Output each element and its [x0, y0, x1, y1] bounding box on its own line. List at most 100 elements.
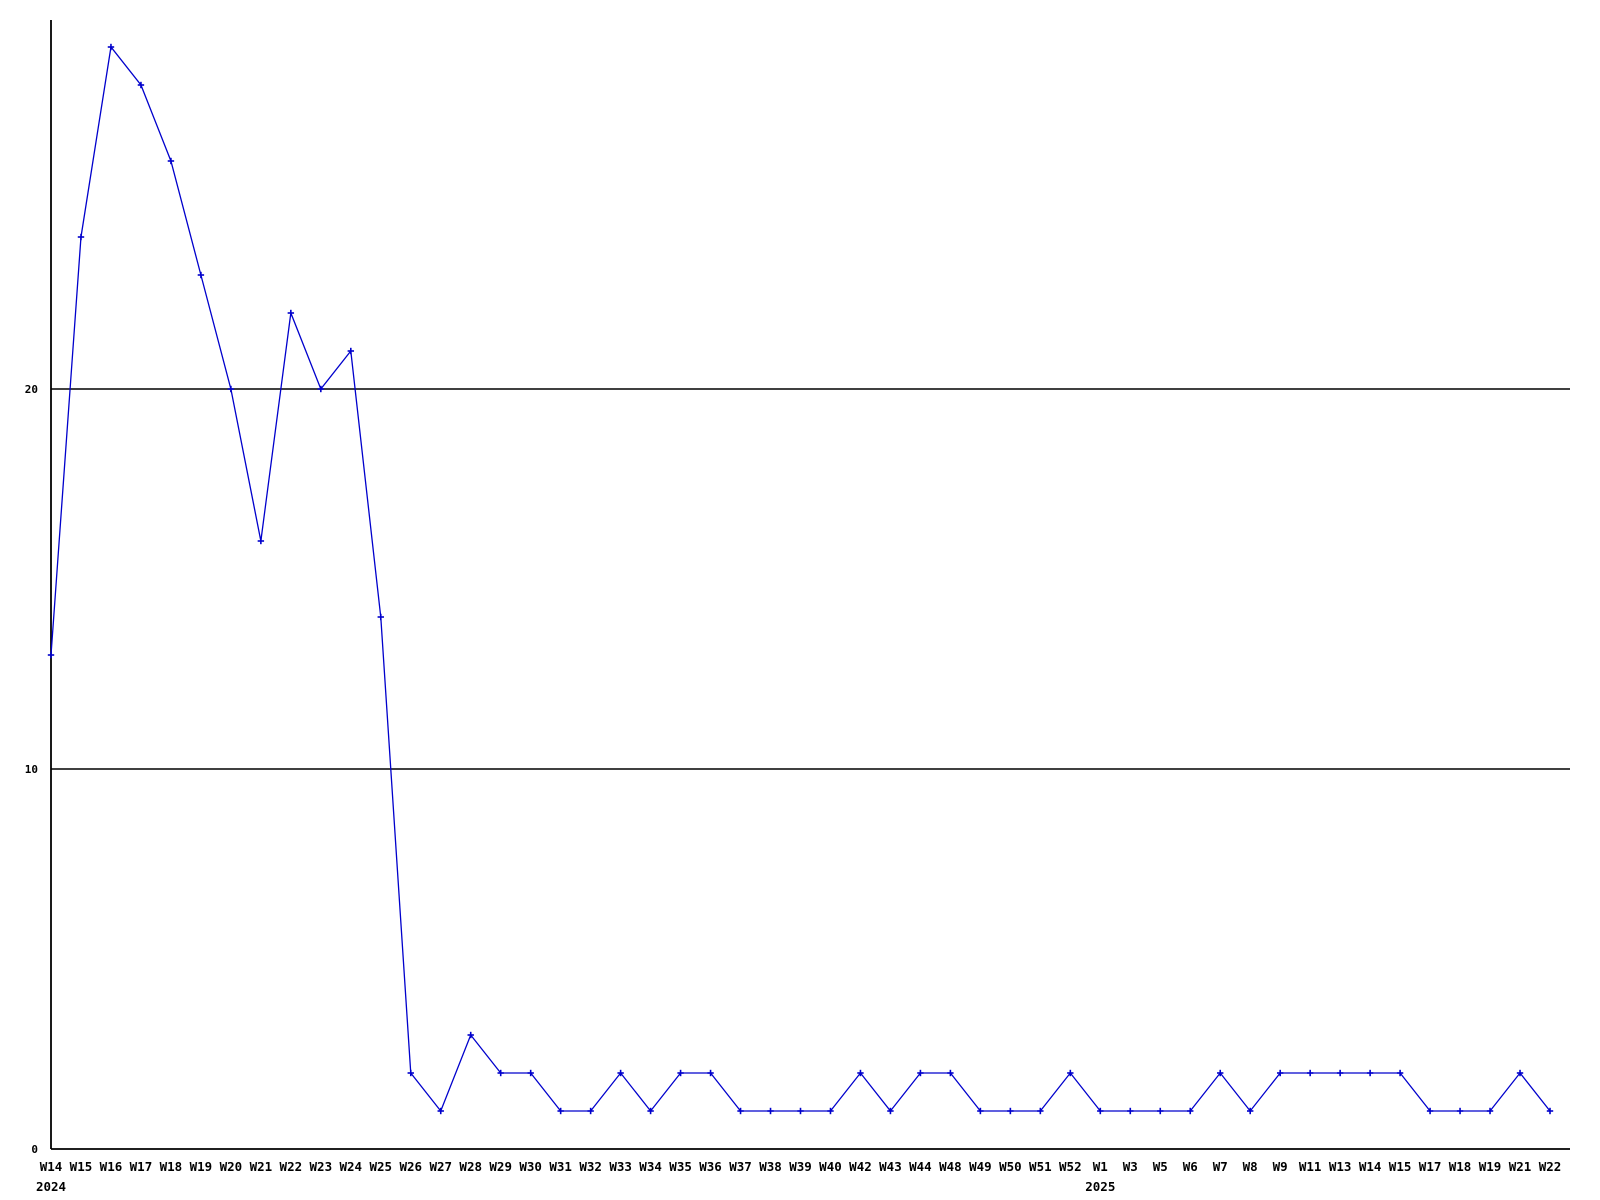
data-point-marker[interactable] — [77, 233, 85, 241]
x-tick-label-35: W1 — [1092, 1159, 1108, 1174]
x-tick-label-10: W24 — [339, 1159, 363, 1174]
x-tick-label-5: W19 — [189, 1159, 213, 1174]
x-tick-label-39: W7 — [1212, 1159, 1228, 1174]
x-tick-label-27: W42 — [849, 1159, 872, 1174]
x-tick-label-14: W28 — [459, 1159, 483, 1174]
data-point-marker[interactable] — [707, 1069, 714, 1077]
x-tick-label-7: W21 — [249, 1159, 273, 1174]
data-point-marker[interactable] — [167, 157, 175, 165]
x-tick-label-37: W5 — [1152, 1159, 1168, 1174]
x-tick-label-22: W36 — [699, 1159, 722, 1174]
data-point-marker[interactable] — [1007, 1107, 1014, 1115]
x-tick-label-28: W43 — [879, 1159, 902, 1174]
data-point-marker[interactable] — [47, 651, 55, 659]
data-point-marker[interactable] — [1486, 1107, 1494, 1115]
data-point-marker[interactable] — [677, 1069, 684, 1077]
data-point-marker[interactable] — [1306, 1069, 1314, 1077]
x-tick-label-3: W17 — [129, 1159, 153, 1174]
y-tick-label-0: 0 — [31, 1143, 38, 1156]
data-point-marker[interactable] — [437, 1107, 444, 1115]
x-tick-label-6: W20 — [219, 1159, 243, 1174]
x-tick-label-41: W9 — [1272, 1159, 1288, 1174]
data-point-marker[interactable] — [1366, 1069, 1374, 1077]
x-tick-label-46: W17 — [1418, 1159, 1442, 1174]
x-tick-label-19: W33 — [609, 1159, 632, 1174]
x-tick-label-38: W6 — [1182, 1159, 1198, 1174]
x-tick-label-24: W38 — [759, 1159, 782, 1174]
data-point-marker[interactable] — [107, 43, 115, 51]
data-point-marker[interactable] — [377, 613, 384, 621]
x-tick-label-17: W31 — [549, 1159, 572, 1174]
data-point-marker[interactable] — [767, 1107, 774, 1115]
x-tick-label-21: W35 — [669, 1159, 692, 1174]
x-tick-label-45: W15 — [1388, 1159, 1412, 1174]
series-line — [50, 45, 1551, 1113]
data-point-marker[interactable] — [1187, 1107, 1194, 1115]
x-tick-label-42: W11 — [1298, 1159, 1322, 1174]
data-point-marker[interactable] — [977, 1107, 984, 1115]
x-tick-label-2: W16 — [99, 1159, 123, 1174]
year-label-2025: 2025 — [1085, 1179, 1116, 1194]
data-point-marker[interactable] — [887, 1107, 894, 1115]
x-tick-label-20: W34 — [639, 1159, 662, 1174]
data-point-marker[interactable] — [857, 1069, 864, 1077]
data-point-marker[interactable] — [197, 271, 205, 279]
data-point-marker[interactable] — [797, 1107, 804, 1115]
x-tick-label-26: W40 — [819, 1159, 842, 1174]
x-tick-label-30: W48 — [939, 1159, 962, 1174]
data-point-marker[interactable] — [1426, 1107, 1434, 1115]
x-tick-label-0: W14 — [39, 1159, 63, 1174]
data-point-marker[interactable] — [227, 385, 235, 393]
data-point-marker[interactable] — [497, 1069, 504, 1077]
x-tick-label-50: W22 — [1538, 1159, 1562, 1174]
data-point-marker[interactable] — [1157, 1107, 1164, 1115]
x-tick-label-13: W27 — [429, 1159, 453, 1174]
x-tick-label-15: W29 — [489, 1159, 512, 1174]
data-point-marker[interactable] — [1067, 1069, 1074, 1077]
x-tick-label-12: W26 — [399, 1159, 423, 1174]
x-tick-label-16: W30 — [519, 1159, 542, 1174]
x-tick-label-34: W52 — [1059, 1159, 1082, 1174]
data-point-marker[interactable] — [617, 1069, 624, 1077]
data-point-marker[interactable] — [407, 1069, 414, 1077]
data-point-marker[interactable] — [1516, 1069, 1524, 1077]
data-point-marker[interactable] — [317, 385, 325, 393]
data-point-marker[interactable] — [467, 1031, 474, 1039]
x-tick-label-40: W8 — [1242, 1159, 1258, 1174]
data-point-marker[interactable] — [137, 81, 145, 89]
data-point-marker[interactable] — [1127, 1107, 1134, 1115]
data-point-marker[interactable] — [257, 537, 265, 545]
data-point-marker[interactable] — [1247, 1107, 1254, 1115]
x-tick-label-33: W51 — [1029, 1159, 1052, 1174]
x-tick-label-49: W21 — [1508, 1159, 1532, 1174]
data-point-marker[interactable] — [587, 1107, 594, 1115]
data-point-marker[interactable] — [947, 1069, 954, 1077]
data-point-marker[interactable] — [1276, 1069, 1284, 1077]
data-point-marker[interactable] — [347, 347, 354, 355]
data-point-marker[interactable] — [827, 1107, 834, 1115]
data-point-marker[interactable] — [527, 1069, 534, 1077]
data-point-marker[interactable] — [1037, 1107, 1044, 1115]
data-point-marker[interactable] — [287, 309, 295, 317]
data-point-marker[interactable] — [557, 1107, 564, 1115]
data-point-marker[interactable] — [1097, 1107, 1104, 1115]
x-tick-label-8: W22 — [279, 1159, 303, 1174]
x-tick-label-31: W49 — [969, 1159, 992, 1174]
x-tick-label-32: W50 — [999, 1159, 1022, 1174]
data-point-marker[interactable] — [1396, 1069, 1404, 1077]
data-point-marker[interactable] — [1546, 1107, 1554, 1115]
y-tick-label-20: 20 — [24, 383, 38, 396]
data-point-marker[interactable] — [1217, 1069, 1224, 1077]
data-point-marker[interactable] — [647, 1107, 654, 1115]
data-point-marker[interactable] — [1336, 1069, 1344, 1077]
x-tick-label-4: W18 — [159, 1159, 183, 1174]
data-point-marker[interactable] — [737, 1107, 744, 1115]
x-tick-label-18: W32 — [579, 1159, 602, 1174]
year-label-2024: 2024 — [35, 1179, 67, 1194]
x-tick-label-36: W3 — [1122, 1159, 1138, 1174]
data-point-marker[interactable] — [917, 1069, 924, 1077]
x-tick-label-23: W37 — [729, 1159, 752, 1174]
x-tick-label-11: W25 — [369, 1159, 393, 1174]
data-point-marker[interactable] — [1456, 1107, 1464, 1115]
